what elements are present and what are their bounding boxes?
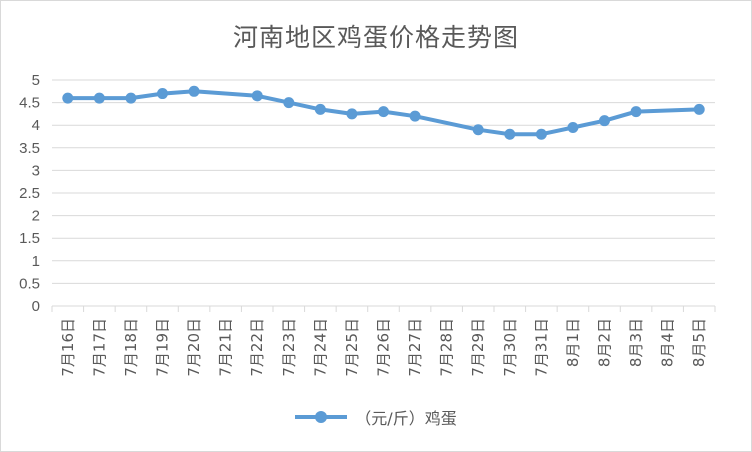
x-tick-label: 8月4日: [659, 318, 677, 367]
data-point: [314, 103, 326, 115]
y-tick-label: 5: [32, 72, 40, 89]
data-point: [157, 88, 168, 100]
y-tick-label: 4: [32, 117, 40, 134]
data-point: [378, 106, 389, 118]
legend: （元/斤）鸡蛋: [0, 405, 752, 429]
y-tick-label: 4.5: [19, 95, 40, 112]
chart-title: 河南地区鸡蛋价格走势图: [232, 23, 519, 52]
x-tick-label: 7月16日: [59, 318, 77, 377]
data-point: [472, 124, 484, 136]
x-tick-label: 7月21日: [217, 318, 235, 377]
x-tick-label: 8月2日: [596, 318, 614, 367]
x-tick-label: 7月28日: [438, 318, 456, 377]
x-tick-label: 7月29日: [469, 318, 487, 377]
y-tick-label: 0: [32, 298, 40, 315]
x-tick-label: 7月19日: [154, 318, 172, 377]
data-point: [599, 115, 610, 127]
y-tick-label: 2: [32, 208, 40, 225]
x-tick-label: 7月17日: [90, 318, 108, 377]
x-tick-label: 7月25日: [343, 318, 361, 377]
legend-marker-icon: [295, 410, 348, 424]
x-tick-label: 7月26日: [375, 318, 393, 377]
x-tick-label: 7月22日: [248, 318, 266, 377]
x-tick-label: 7月20日: [185, 318, 203, 377]
x-tick-label: 8月1日: [564, 318, 582, 367]
data-point: [188, 85, 200, 97]
x-tick-label: 7月27日: [406, 318, 424, 377]
data-point: [630, 106, 642, 118]
data-point: [535, 128, 547, 140]
y-tick-label: 1: [32, 253, 40, 270]
y-tick-label: 0.5: [19, 275, 40, 292]
data-point: [62, 92, 74, 104]
data-point: [504, 128, 516, 140]
x-tick-label: 7月30日: [501, 318, 519, 377]
data-point: [93, 92, 105, 104]
x-tick-label: 8月3日: [627, 318, 645, 367]
data-point: [409, 110, 421, 122]
data-point: [125, 92, 137, 104]
x-tick-label: 7月24日: [311, 318, 329, 377]
data-point: [283, 97, 295, 109]
x-tick-label: 7月18日: [122, 318, 140, 377]
data-point: [693, 103, 705, 115]
y-tick-label: 1.5: [19, 230, 40, 247]
data-point: [346, 108, 358, 120]
y-tick-label: 3: [32, 162, 40, 179]
y-tick-label: 3.5: [19, 140, 40, 157]
data-point: [251, 90, 263, 102]
legend-label: （元/斤）鸡蛋: [355, 409, 457, 428]
x-tick-label: 8月5日: [690, 318, 708, 367]
y-tick-label: 2.5: [19, 185, 40, 202]
x-tick-label: 7月23日: [280, 318, 298, 377]
x-tick-label: 7月31日: [532, 318, 550, 377]
data-point: [567, 121, 579, 133]
